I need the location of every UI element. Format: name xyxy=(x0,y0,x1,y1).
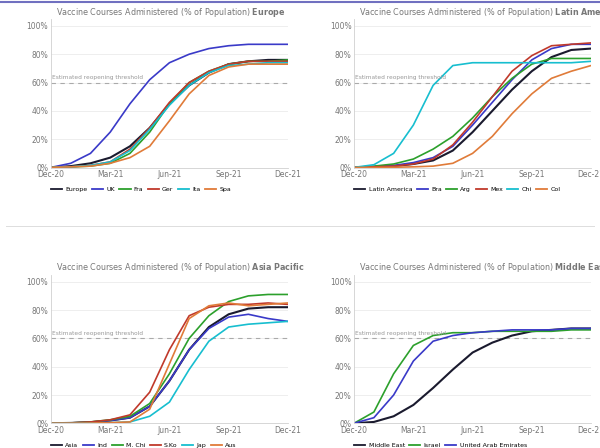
Text: Vaccine Courses Administered (% of Population) $\mathbf{Middle\ East}$: Vaccine Courses Administered (% of Popul… xyxy=(359,262,600,275)
Text: Estimated reopening threshold: Estimated reopening threshold xyxy=(355,75,446,80)
Text: Estimated reopening threshold: Estimated reopening threshold xyxy=(52,75,143,80)
Legend: Middle East, Israel, United Arab Emirates: Middle East, Israel, United Arab Emirate… xyxy=(354,443,527,448)
Text: Estimated reopening threshold: Estimated reopening threshold xyxy=(355,331,446,336)
Text: Vaccine Courses Administered (% of Population) $\mathbf{Asia\ Pacific}$: Vaccine Courses Administered (% of Popul… xyxy=(56,262,305,275)
Text: Vaccine Courses Administered (% of Population) $\mathbf{Europe}$: Vaccine Courses Administered (% of Popul… xyxy=(56,6,285,19)
Text: Vaccine Courses Administered (% of Population) $\mathbf{Latin\ America}$: Vaccine Courses Administered (% of Popul… xyxy=(359,6,600,19)
Text: Estimated reopening threshold: Estimated reopening threshold xyxy=(52,331,143,336)
Legend: Latin America, Bra, Arg, Mex, Chi, Col: Latin America, Bra, Arg, Mex, Chi, Col xyxy=(354,187,560,192)
Legend: Europe, UK, Fra, Ger, Ita, Spa: Europe, UK, Fra, Ger, Ita, Spa xyxy=(51,187,231,192)
Legend: Asia, Ind, M. Chi, S.Ko, Jap, Aus: Asia, Ind, M. Chi, S.Ko, Jap, Aus xyxy=(51,443,236,448)
